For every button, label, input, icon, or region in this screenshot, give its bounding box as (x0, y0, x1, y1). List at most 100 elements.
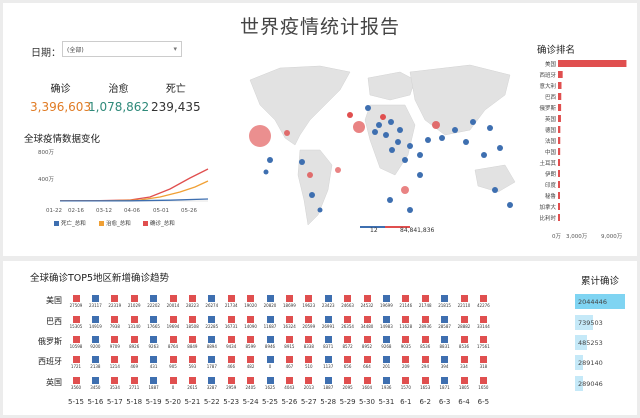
trend-cell[interactable] (130, 377, 138, 384)
trend-cell[interactable] (111, 336, 119, 343)
trend-cell[interactable] (150, 356, 158, 363)
trend-cell[interactable] (402, 336, 410, 343)
trend-cell[interactable] (363, 336, 371, 343)
trend-cell[interactable] (72, 316, 80, 323)
trend-cell[interactable] (150, 316, 158, 323)
trend-cell[interactable] (305, 377, 313, 384)
trend-cell[interactable] (421, 316, 429, 323)
trend-cell[interactable] (285, 295, 293, 302)
trend-cell[interactable] (188, 377, 196, 384)
trend-cell[interactable] (285, 356, 293, 363)
trend-cell[interactable] (208, 336, 216, 343)
trend-cell[interactable] (169, 295, 177, 302)
trend-cell[interactable] (208, 356, 216, 363)
trend-cell[interactable] (72, 336, 80, 343)
trend-cell[interactable] (285, 336, 293, 343)
trend-cell[interactable] (363, 295, 371, 302)
trend-cell[interactable] (150, 377, 158, 384)
trend-cell[interactable] (266, 377, 274, 384)
trend-cell[interactable] (344, 377, 352, 384)
trend-cell[interactable] (247, 356, 255, 363)
trend-cell[interactable] (169, 356, 177, 363)
trend-cell[interactable] (382, 316, 390, 323)
trend-cell[interactable] (479, 295, 487, 302)
trend-cell[interactable] (208, 316, 216, 323)
trend-cell[interactable] (402, 356, 410, 363)
trend-cell[interactable] (324, 295, 332, 302)
trend-cell[interactable] (441, 336, 449, 343)
trend-cell[interactable] (441, 295, 449, 302)
trend-cell[interactable] (227, 336, 235, 343)
trend-cell[interactable] (227, 356, 235, 363)
trend-cell[interactable] (111, 356, 119, 363)
trend-cell[interactable] (130, 316, 138, 323)
trend-cell[interactable] (150, 336, 158, 343)
trend-cell[interactable] (305, 356, 313, 363)
trend-cell[interactable] (305, 295, 313, 302)
trend-cell[interactable] (285, 316, 293, 323)
trend-cell[interactable] (91, 377, 99, 384)
trend-cell[interactable] (421, 356, 429, 363)
trend-cell[interactable] (324, 316, 332, 323)
trend-cell[interactable] (111, 295, 119, 302)
trend-cell[interactable] (441, 316, 449, 323)
trend-cell[interactable] (402, 377, 410, 384)
trend-cell[interactable] (344, 295, 352, 302)
trend-cell[interactable] (91, 336, 99, 343)
trend-cell[interactable] (460, 336, 468, 343)
world-map[interactable] (240, 50, 525, 240)
trend-cell[interactable] (305, 316, 313, 323)
trend-cell[interactable] (247, 316, 255, 323)
trend-cell[interactable] (479, 336, 487, 343)
trend-cell[interactable] (188, 295, 196, 302)
trend-cell[interactable] (188, 316, 196, 323)
trend-cell[interactable] (130, 295, 138, 302)
trend-cell[interactable] (227, 316, 235, 323)
trend-cell[interactable] (421, 377, 429, 384)
trend-cell[interactable] (460, 377, 468, 384)
trend-cell[interactable] (479, 377, 487, 384)
trend-cell[interactable] (285, 377, 293, 384)
trend-cell[interactable] (441, 356, 449, 363)
trend-cell[interactable] (382, 295, 390, 302)
trend-cell[interactable] (91, 295, 99, 302)
trend-cell[interactable] (150, 295, 158, 302)
trend-cell[interactable] (247, 336, 255, 343)
trend-cell[interactable] (382, 356, 390, 363)
trend-cell[interactable] (72, 356, 80, 363)
trend-cell[interactable] (460, 316, 468, 323)
trend-cell[interactable] (421, 336, 429, 343)
trend-cell[interactable] (208, 377, 216, 384)
trend-cell[interactable] (266, 356, 274, 363)
trend-cell[interactable] (402, 295, 410, 302)
trend-cell[interactable] (344, 336, 352, 343)
trend-cell[interactable] (382, 377, 390, 384)
trend-cell[interactable] (479, 356, 487, 363)
trend-cell[interactable] (208, 295, 216, 302)
trend-cell[interactable] (169, 336, 177, 343)
trend-cell[interactable] (460, 356, 468, 363)
trend-cell[interactable] (382, 336, 390, 343)
trend-cell[interactable] (111, 377, 119, 384)
trend-cell[interactable] (324, 336, 332, 343)
trend-cell[interactable] (188, 336, 196, 343)
trend-cell[interactable] (363, 316, 371, 323)
trend-cell[interactable] (479, 316, 487, 323)
trend-cell[interactable] (363, 356, 371, 363)
trend-cell[interactable] (227, 295, 235, 302)
trend-cell[interactable] (402, 316, 410, 323)
trend-cell[interactable] (72, 295, 80, 302)
trend-cell[interactable] (266, 336, 274, 343)
trend-cell[interactable] (363, 377, 371, 384)
trend-cell[interactable] (111, 316, 119, 323)
trend-cell[interactable] (344, 316, 352, 323)
trend-cell[interactable] (227, 377, 235, 384)
trend-cell[interactable] (130, 356, 138, 363)
trend-cell[interactable] (169, 377, 177, 384)
trend-cell[interactable] (441, 377, 449, 384)
trend-cell[interactable] (324, 377, 332, 384)
trend-cell[interactable] (324, 356, 332, 363)
trend-cell[interactable] (266, 316, 274, 323)
trend-cell[interactable] (91, 316, 99, 323)
trend-cell[interactable] (460, 295, 468, 302)
